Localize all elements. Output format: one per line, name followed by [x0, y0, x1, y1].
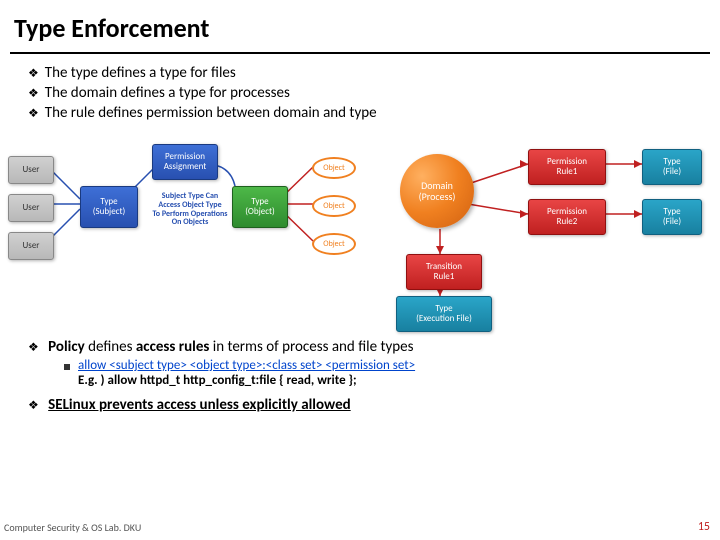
access-rules-word: access rules — [136, 338, 209, 356]
user-box-2: User — [8, 194, 54, 222]
example-code-line: E.g. ) allow httpd_t http_config_t:file … — [78, 373, 357, 388]
connectors-svg — [0, 134, 720, 334]
domain-circle: Domain (Process) — [400, 154, 474, 228]
type-exec-box: Type (Execution File) — [396, 296, 492, 332]
perm-rule1-box: Permission Rule1 — [528, 149, 606, 185]
policy-word: Policy — [48, 338, 85, 356]
object-oval-3: Object — [312, 233, 356, 255]
diagram-area: User User User Type (Subject) Permission… — [0, 134, 720, 334]
type-object-box: Type (Object) — [232, 186, 288, 228]
user-box-3: User — [8, 232, 54, 260]
bullet-2: The domain defines a type for processes — [28, 84, 702, 102]
object-oval-1: Object — [312, 157, 356, 179]
selinux-bullet: SELinux prevents access unless explicitl… — [28, 396, 702, 414]
bottom-bullets: Policy defines access rules in terms of … — [0, 334, 720, 414]
type-file2-box: Type (File) — [642, 199, 702, 235]
slide-number: 15 — [698, 520, 710, 534]
subject-type-text: Subject Type Can Access Object Type To P… — [145, 192, 235, 227]
permission-assignment-box: Permission Assignment — [152, 144, 218, 180]
top-bullets: The type defines a type for files The do… — [0, 54, 720, 128]
selinux-text: SELinux prevents access unless explicitl… — [48, 396, 351, 414]
type-subject-box: Type (Subject) — [80, 186, 138, 228]
user-box-1: User — [8, 156, 54, 184]
type-file1-box: Type (File) — [642, 149, 702, 185]
allow-code-line: allow <subject type> <object type>:<clas… — [78, 358, 415, 373]
policy-suffix: in terms of process and file types — [209, 338, 413, 356]
perm-rule2-box: Permission Rule2 — [528, 199, 606, 235]
object-oval-2: Object — [312, 195, 356, 217]
transition-rule-box: Transition Rule1 — [406, 254, 482, 290]
slide-title: Type Enforcement — [0, 0, 720, 52]
code-sub-item: allow <subject type> <object type>:<clas… — [64, 358, 702, 388]
policy-bullet: Policy defines access rules in terms of … — [28, 338, 702, 356]
square-bullet-icon — [64, 364, 70, 370]
policy-mid1: defines — [85, 338, 136, 356]
bullet-1: The type defines a type for files — [28, 64, 702, 82]
footer-left: Computer Security & OS Lab. DKU — [4, 521, 141, 534]
bullet-3: The rule defines permission between doma… — [28, 104, 702, 122]
